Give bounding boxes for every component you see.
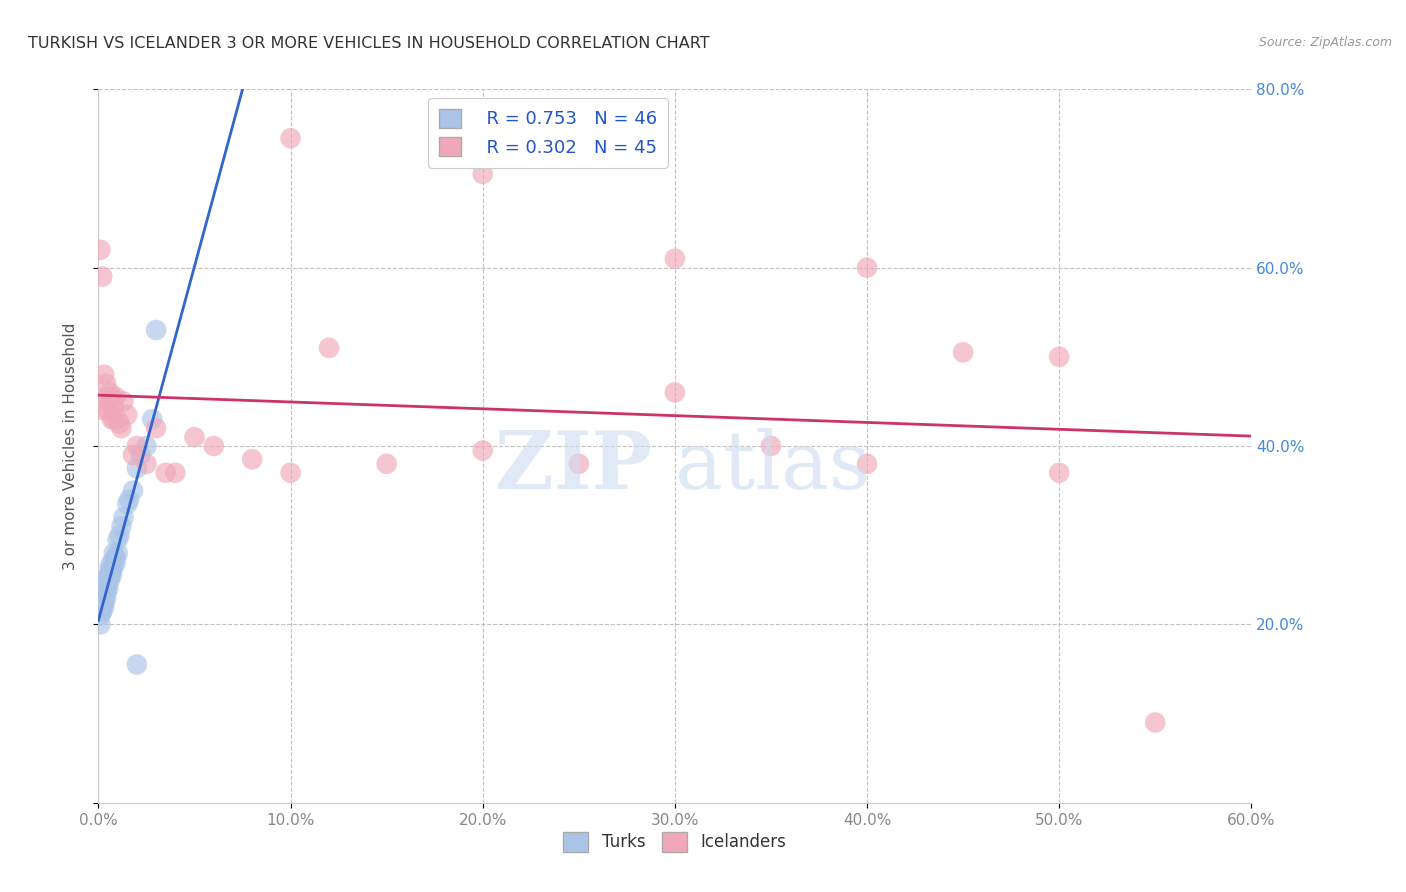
- Point: [165, 466, 187, 480]
- Point: [471, 443, 494, 458]
- Point: [101, 555, 124, 569]
- Point: [280, 466, 302, 480]
- Point: [93, 599, 115, 614]
- Point: [952, 345, 974, 359]
- Point: [856, 457, 879, 471]
- Point: [145, 323, 167, 337]
- Text: atlas: atlas: [675, 428, 870, 507]
- Point: [110, 421, 132, 435]
- Point: [97, 577, 120, 591]
- Y-axis label: 3 or more Vehicles in Household: 3 or more Vehicles in Household: [63, 322, 77, 570]
- Point: [103, 546, 125, 560]
- Point: [1047, 466, 1070, 480]
- Point: [93, 591, 115, 605]
- Point: [107, 412, 129, 426]
- Point: [202, 439, 225, 453]
- Point: [93, 595, 115, 609]
- Text: ZIP: ZIP: [495, 428, 652, 507]
- Point: [97, 394, 120, 409]
- Point: [94, 577, 117, 591]
- Point: [103, 399, 125, 413]
- Point: [101, 390, 124, 404]
- Point: [94, 586, 117, 600]
- Point: [89, 243, 111, 257]
- Point: [98, 385, 121, 400]
- Point: [108, 417, 131, 431]
- Point: [101, 412, 124, 426]
- Point: [91, 269, 114, 284]
- Point: [118, 492, 141, 507]
- Point: [94, 591, 117, 605]
- Point: [97, 573, 120, 587]
- Text: Source: ZipAtlas.com: Source: ZipAtlas.com: [1258, 36, 1392, 49]
- Point: [155, 466, 177, 480]
- Point: [94, 582, 117, 596]
- Point: [97, 582, 120, 596]
- Legend: Turks, Icelanders: Turks, Icelanders: [557, 825, 793, 859]
- Point: [97, 568, 120, 582]
- Point: [101, 564, 124, 578]
- Point: [91, 604, 114, 618]
- Point: [568, 457, 591, 471]
- Point: [125, 657, 148, 672]
- Point: [145, 421, 167, 435]
- Point: [183, 430, 205, 444]
- Point: [93, 595, 115, 609]
- Point: [103, 559, 125, 574]
- Point: [91, 595, 114, 609]
- Point: [141, 412, 163, 426]
- Point: [104, 390, 127, 404]
- Point: [375, 457, 398, 471]
- Point: [110, 519, 132, 533]
- Point: [856, 260, 879, 275]
- Point: [89, 599, 111, 614]
- Point: [135, 439, 157, 453]
- Point: [93, 586, 115, 600]
- Point: [89, 617, 111, 632]
- Point: [93, 368, 115, 382]
- Point: [97, 403, 120, 417]
- Point: [1047, 350, 1070, 364]
- Point: [135, 457, 157, 471]
- Point: [664, 252, 686, 266]
- Point: [107, 533, 129, 547]
- Point: [1144, 715, 1167, 730]
- Point: [117, 408, 139, 422]
- Point: [91, 604, 114, 618]
- Point: [89, 608, 111, 623]
- Point: [98, 559, 121, 574]
- Text: TURKISH VS ICELANDER 3 OR MORE VEHICLES IN HOUSEHOLD CORRELATION CHART: TURKISH VS ICELANDER 3 OR MORE VEHICLES …: [28, 36, 710, 51]
- Point: [318, 341, 340, 355]
- Point: [101, 568, 124, 582]
- Point: [91, 599, 114, 614]
- Point: [94, 376, 117, 391]
- Point: [117, 497, 139, 511]
- Point: [98, 573, 121, 587]
- Point: [103, 412, 125, 426]
- Point: [104, 550, 127, 565]
- Point: [664, 385, 686, 400]
- Point: [94, 390, 117, 404]
- Point: [98, 564, 121, 578]
- Point: [107, 546, 129, 560]
- Point: [125, 439, 148, 453]
- Point: [112, 510, 135, 524]
- Point: [104, 555, 127, 569]
- Point: [129, 448, 152, 462]
- Point: [240, 452, 263, 467]
- Point: [98, 568, 121, 582]
- Point: [471, 167, 494, 181]
- Point: [280, 131, 302, 145]
- Point: [122, 448, 145, 462]
- Point: [759, 439, 782, 453]
- Point: [112, 394, 135, 409]
- Point: [98, 394, 121, 409]
- Point: [108, 528, 131, 542]
- Point: [125, 461, 148, 475]
- Point: [93, 403, 115, 417]
- Point: [122, 483, 145, 498]
- Point: [94, 573, 117, 587]
